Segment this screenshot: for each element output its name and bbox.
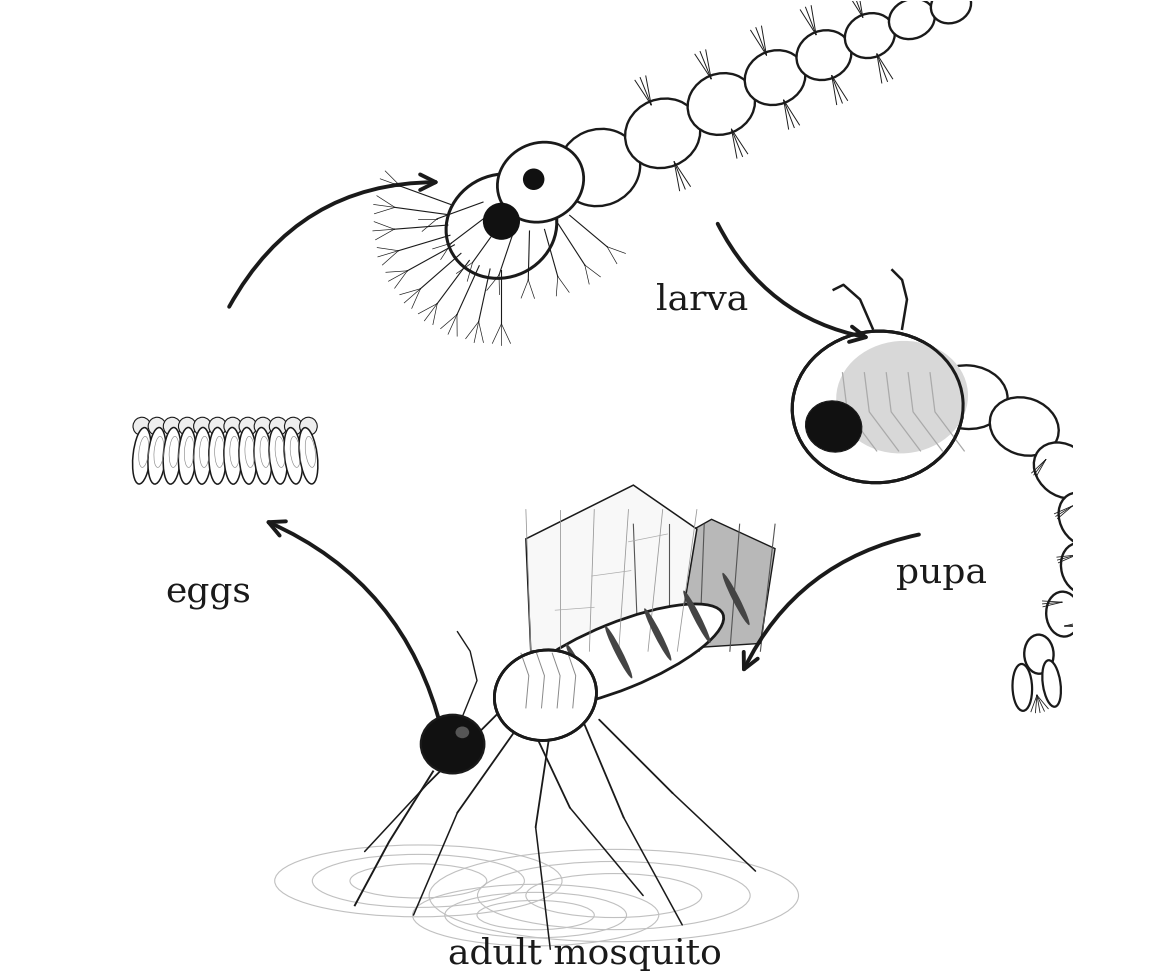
Ellipse shape bbox=[625, 99, 700, 169]
Ellipse shape bbox=[845, 13, 894, 58]
Text: eggs: eggs bbox=[165, 575, 251, 610]
Ellipse shape bbox=[238, 427, 257, 484]
Ellipse shape bbox=[683, 591, 711, 643]
Ellipse shape bbox=[606, 626, 632, 678]
Ellipse shape bbox=[209, 417, 227, 435]
Ellipse shape bbox=[796, 30, 851, 80]
Ellipse shape bbox=[133, 417, 151, 435]
Ellipse shape bbox=[194, 427, 212, 484]
Ellipse shape bbox=[1012, 664, 1032, 710]
FancyArrowPatch shape bbox=[718, 223, 866, 342]
Ellipse shape bbox=[1043, 661, 1061, 707]
Ellipse shape bbox=[254, 417, 271, 435]
Ellipse shape bbox=[513, 604, 724, 709]
Ellipse shape bbox=[990, 397, 1059, 456]
Ellipse shape bbox=[148, 427, 166, 484]
Ellipse shape bbox=[421, 714, 484, 773]
Ellipse shape bbox=[238, 417, 257, 435]
Ellipse shape bbox=[299, 427, 318, 484]
Ellipse shape bbox=[836, 341, 968, 454]
Text: pupa: pupa bbox=[895, 556, 987, 590]
Ellipse shape bbox=[1059, 493, 1107, 546]
Ellipse shape bbox=[164, 427, 181, 484]
FancyArrowPatch shape bbox=[229, 174, 436, 307]
Ellipse shape bbox=[644, 609, 671, 661]
Ellipse shape bbox=[224, 427, 242, 484]
FancyArrowPatch shape bbox=[743, 534, 919, 669]
Ellipse shape bbox=[1061, 543, 1101, 593]
Ellipse shape bbox=[456, 726, 469, 738]
Ellipse shape bbox=[1033, 442, 1093, 499]
Ellipse shape bbox=[927, 366, 1008, 429]
Text: larva: larva bbox=[656, 282, 748, 317]
Ellipse shape bbox=[497, 142, 583, 222]
Ellipse shape bbox=[1046, 592, 1080, 637]
Ellipse shape bbox=[888, 0, 935, 39]
Ellipse shape bbox=[722, 572, 749, 625]
Ellipse shape bbox=[284, 417, 302, 435]
Ellipse shape bbox=[132, 427, 151, 484]
Ellipse shape bbox=[179, 427, 196, 484]
Ellipse shape bbox=[148, 417, 166, 435]
Ellipse shape bbox=[447, 173, 556, 278]
Ellipse shape bbox=[687, 74, 755, 135]
Ellipse shape bbox=[523, 169, 545, 190]
Ellipse shape bbox=[494, 650, 596, 741]
Ellipse shape bbox=[269, 417, 286, 435]
Ellipse shape bbox=[254, 427, 272, 484]
Ellipse shape bbox=[209, 427, 227, 484]
Polygon shape bbox=[526, 485, 697, 652]
Ellipse shape bbox=[745, 50, 805, 105]
FancyArrowPatch shape bbox=[269, 521, 442, 732]
Ellipse shape bbox=[1024, 635, 1053, 673]
Ellipse shape bbox=[284, 427, 303, 484]
Ellipse shape bbox=[483, 203, 520, 240]
Ellipse shape bbox=[558, 128, 641, 206]
Ellipse shape bbox=[527, 662, 554, 713]
Ellipse shape bbox=[269, 427, 288, 484]
Ellipse shape bbox=[793, 331, 963, 483]
Ellipse shape bbox=[805, 401, 862, 452]
Ellipse shape bbox=[164, 417, 181, 435]
Ellipse shape bbox=[179, 417, 196, 435]
Ellipse shape bbox=[566, 644, 594, 696]
Ellipse shape bbox=[299, 417, 317, 435]
Ellipse shape bbox=[224, 417, 242, 435]
Ellipse shape bbox=[194, 417, 212, 435]
Ellipse shape bbox=[931, 0, 971, 24]
Text: adult mosquito: adult mosquito bbox=[448, 937, 721, 971]
Polygon shape bbox=[634, 519, 775, 652]
